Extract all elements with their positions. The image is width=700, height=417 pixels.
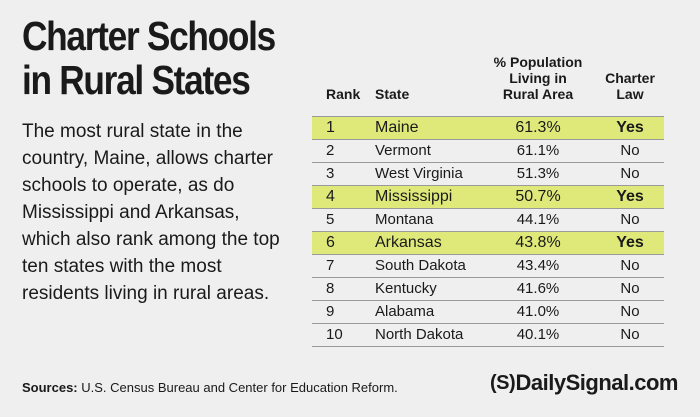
state-cell: Alabama	[375, 303, 435, 320]
sources-text: U.S. Census Bureau and Center for Educat…	[81, 380, 398, 395]
title-line-2: in Rural States	[22, 57, 251, 103]
charter-law-cell: No	[620, 280, 640, 297]
state-cell: Vermont	[375, 142, 431, 159]
header-pop-line-1: % Population	[493, 54, 583, 70]
table-row: 4 Mississippi 50.7% Yes	[312, 186, 664, 209]
rural-pct-cell: 61.3%	[515, 119, 561, 136]
charter-law-cell: No	[620, 142, 640, 159]
table-row: 1 Maine 61.3% Yes	[312, 116, 664, 140]
table-row: 3 West Virginia 51.3% No	[312, 163, 664, 186]
header-pop-line-3: Rural Area	[502, 86, 574, 102]
rank-cell: 3	[326, 165, 335, 182]
charter-law-cell: No	[620, 165, 640, 182]
charter-law-cell: Yes	[616, 119, 644, 136]
page-title: Charter Schools in Rural States	[22, 13, 276, 103]
description-text: The most rural state in the country, Mai…	[22, 121, 280, 304]
rural-pct-cell: 41.0%	[516, 303, 560, 320]
rural-states-table: Rank State % Population Living in Rural …	[312, 48, 664, 347]
rural-pct-cell: 43.4%	[516, 257, 560, 274]
rural-pct-cell: 40.1%	[516, 326, 560, 343]
state-cell: Mississippi	[375, 188, 453, 205]
brand-name: DailySignal.com	[515, 370, 679, 395]
sources-label: Sources:	[22, 380, 78, 395]
rank-cell: 6	[326, 234, 335, 251]
header-charter-law: Charter Law	[596, 70, 664, 102]
charter-law-cell: Yes	[616, 234, 644, 251]
rural-pct-cell: 61.1%	[516, 142, 560, 159]
rank-cell: 9	[326, 303, 335, 320]
charter-law-cell: No	[620, 211, 640, 228]
rank-cell: 2	[326, 142, 335, 159]
rural-pct-cell: 50.7%	[515, 188, 561, 205]
sources-note: Sources: U.S. Census Bureau and Center f…	[22, 380, 398, 395]
rural-pct-cell: 44.1%	[516, 211, 560, 228]
state-cell: West Virginia	[375, 165, 463, 182]
table-row: 7 South Dakota 43.4% No	[312, 255, 664, 278]
state-cell: Arkansas	[375, 234, 442, 251]
state-cell: North Dakota	[375, 326, 464, 343]
rank-cell: 1	[326, 119, 335, 136]
brand-logo: (S) DailySignal.com	[489, 370, 679, 396]
rank-cell: 8	[326, 280, 335, 297]
table-row: 9 Alabama 41.0% No	[312, 301, 664, 324]
rural-pct-cell: 41.6%	[516, 280, 560, 297]
state-cell: Maine	[375, 119, 419, 136]
header-state: State	[375, 86, 410, 102]
rank-cell: 7	[326, 257, 335, 274]
charter-law-cell: Yes	[616, 188, 644, 205]
state-cell: South Dakota	[375, 257, 466, 274]
table-row: 10 North Dakota 40.1% No	[312, 324, 664, 347]
rank-cell: 5	[326, 211, 335, 228]
table-row: 8 Kentucky 41.6% No	[312, 278, 664, 301]
table-row: 2 Vermont 61.1% No	[312, 140, 664, 163]
state-cell: Kentucky	[375, 280, 437, 297]
rural-pct-cell: 51.3%	[516, 165, 560, 182]
state-cell: Montana	[375, 211, 434, 228]
rural-pct-cell: 43.8%	[515, 234, 561, 251]
table-row: 5 Montana 44.1% No	[312, 209, 664, 232]
charter-law-cell: No	[620, 303, 640, 320]
rank-cell: 10	[326, 326, 343, 343]
header-rural-population: % Population Living in Rural Area	[488, 54, 588, 102]
signal-logo-icon: (S)	[489, 371, 516, 394]
charter-law-cell: No	[620, 326, 640, 343]
header-rank: Rank	[326, 86, 361, 102]
title-line-1: Charter Schools	[22, 13, 276, 59]
header-law-line-2: Law	[616, 86, 644, 102]
charter-law-cell: No	[620, 257, 640, 274]
table-row: 6 Arkansas 43.8% Yes	[312, 232, 664, 255]
rank-cell: 4	[326, 188, 335, 205]
table-header: Rank State % Population Living in Rural …	[312, 48, 664, 116]
header-law-line-1: Charter	[605, 70, 655, 86]
header-pop-line-2: Living in	[509, 70, 567, 86]
table-body: 1 Maine 61.3% Yes 2 Vermont 61.1% No 3 West Virgi…	[312, 116, 664, 347]
